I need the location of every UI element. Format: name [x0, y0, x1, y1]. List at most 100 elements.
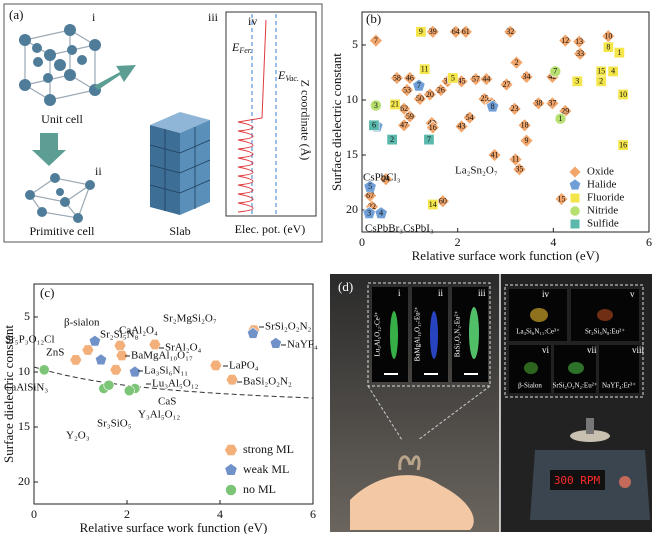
point-label: 64 — [452, 27, 460, 36]
legend-label: Sulfide — [587, 218, 619, 230]
point — [517, 118, 532, 133]
point-label: 7 — [417, 81, 421, 90]
legend-label: Oxide — [587, 166, 614, 178]
point-label: ZnS — [46, 347, 64, 359]
point-label: 23 — [511, 104, 519, 113]
e-fermi: EFer. — [231, 40, 252, 55]
point-label: 25 — [480, 94, 488, 103]
point — [508, 152, 523, 167]
inset-caption: Sr₂Si₅N₈:Eu²⁺ — [585, 328, 625, 336]
legend-label: Nitride — [587, 205, 618, 217]
arrow — [32, 133, 66, 166]
point-label: 13 — [575, 37, 583, 46]
point — [486, 99, 500, 113]
point — [448, 24, 463, 39]
point-label: 54 — [466, 113, 474, 122]
point — [531, 96, 546, 111]
primitive-cell — [25, 173, 95, 223]
point-label: 35 — [515, 165, 523, 174]
sublabel: iv — [248, 14, 257, 28]
point — [554, 112, 567, 125]
y-axis-label: Surface dielectric constant — [329, 53, 344, 191]
point-label: 33 — [576, 49, 584, 58]
x-axis-label: Relative surface work function (eV) — [80, 520, 268, 534]
legend-marker — [569, 205, 581, 217]
point-label: 57 — [472, 74, 480, 83]
point — [468, 72, 483, 87]
display-text: 300 RPM — [554, 474, 601, 487]
glow — [524, 362, 538, 374]
sublabel: ii — [95, 164, 102, 178]
point — [415, 26, 427, 38]
x-tick-label: 4 — [217, 507, 223, 521]
point-label: 10 — [619, 90, 627, 99]
point — [422, 87, 437, 102]
inset-caption: Lu₃Al₅O₁₂:Ce³⁺ — [374, 311, 382, 356]
point — [507, 101, 522, 116]
point-label: 4 — [379, 209, 383, 218]
legend-marker — [224, 444, 238, 456]
glow — [530, 308, 548, 322]
point — [113, 340, 127, 352]
e-vac: EVac. — [277, 68, 299, 83]
y-axis-label: Surface dielectric constant — [1, 325, 16, 463]
panel-d: (d) 300 RPM — [330, 274, 652, 532]
point-label: 22 — [368, 202, 376, 211]
point-label: 3 — [374, 101, 378, 110]
point — [363, 180, 377, 193]
caption: Unit cell — [41, 112, 83, 126]
point — [602, 41, 614, 53]
point-label: 2 — [515, 58, 519, 67]
glow — [430, 311, 438, 359]
point — [209, 359, 223, 371]
panel-a: (a) i Unit cell ii Primitive cell iii Sl… — [3, 3, 323, 243]
point-label: 4 — [611, 67, 615, 76]
annotation: CsPbCl₃ — [363, 172, 401, 184]
point-label: 29 — [561, 106, 569, 115]
x-axis-label: Relative surface work function (eV) — [412, 248, 600, 263]
point — [103, 379, 115, 391]
x-tick-label: 2 — [455, 235, 461, 249]
point-label: Sr₂Si₅N₈ — [100, 329, 139, 341]
legend-marker — [568, 178, 582, 191]
point — [269, 337, 282, 349]
point — [400, 83, 414, 98]
point-label: 1 — [617, 48, 621, 57]
x-tick-label: 4 — [550, 235, 556, 249]
point-label: 45 — [457, 77, 465, 86]
panel-label: (a) — [9, 7, 23, 22]
point-label: 2 — [390, 135, 394, 144]
point — [412, 91, 427, 106]
point — [425, 24, 440, 39]
point-label: 53 — [403, 85, 411, 94]
point-label: 60 — [439, 197, 447, 206]
point — [519, 69, 534, 84]
point — [573, 46, 588, 61]
legend-marker — [225, 484, 237, 496]
potential-plot: iv EFer. EVac. Z coordinate (Å) — [225, 11, 317, 217]
point-label: 1 — [559, 114, 563, 123]
inset — [412, 287, 448, 382]
sample — [398, 455, 421, 471]
point-label: 43 — [457, 122, 465, 131]
point-label: 5 — [451, 73, 455, 82]
display — [550, 470, 605, 490]
legend-marker — [568, 165, 582, 179]
point-label: 46 — [406, 73, 414, 82]
hand — [350, 475, 474, 530]
point — [558, 33, 573, 48]
point — [549, 65, 562, 78]
point-label: 15 — [557, 194, 565, 203]
point-label: 12 — [561, 36, 569, 45]
inset-number: vii — [587, 345, 597, 355]
glow — [390, 311, 398, 359]
point-label: 7 — [427, 135, 431, 144]
inset-caption: BaMgAl₁₀O₁₇:Eu²⁺ — [414, 306, 422, 361]
point-label: 16 — [429, 123, 437, 132]
point — [454, 119, 469, 134]
x-tick-label: 0 — [31, 507, 37, 521]
point-label: CaAl₂O₄ — [119, 325, 158, 337]
point-label: 20 — [426, 90, 434, 99]
point-label: Lu₃Al₅O₁₂ — [152, 378, 199, 390]
point-label: 16 — [619, 140, 627, 149]
